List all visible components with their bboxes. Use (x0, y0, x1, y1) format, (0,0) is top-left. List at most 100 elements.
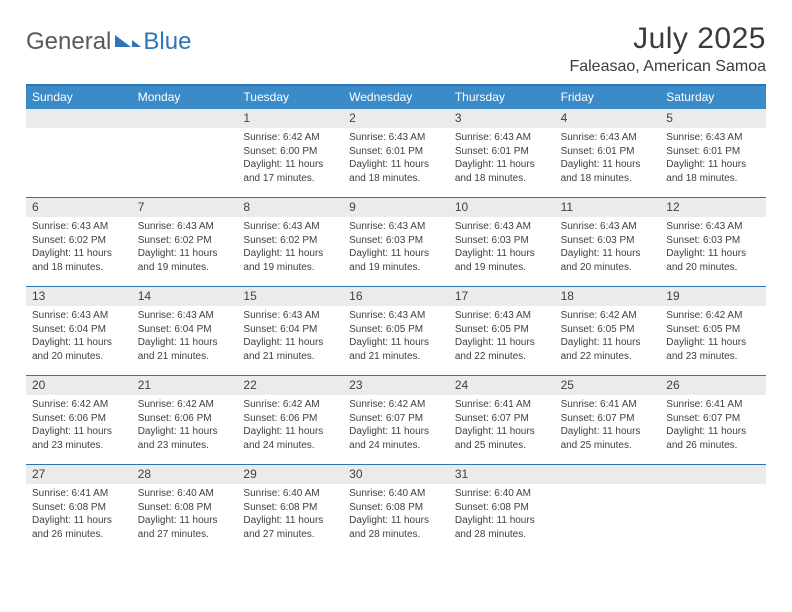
detail-line: Daylight: 11 hours (666, 336, 760, 350)
day-number: 13 (32, 289, 126, 303)
calendar-cell: 14Sunrise: 6:43 AMSunset: 6:04 PMDayligh… (132, 287, 238, 375)
day-details: Sunrise: 6:41 AMSunset: 6:07 PMDaylight:… (555, 395, 661, 456)
daynum-row: 17 (449, 287, 555, 306)
detail-line: Sunrise: 6:43 AM (32, 309, 126, 323)
detail-line: Sunrise: 6:43 AM (243, 220, 337, 234)
calendar-cell: 27Sunrise: 6:41 AMSunset: 6:08 PMDayligh… (26, 465, 132, 553)
detail-line: Sunset: 6:03 PM (561, 234, 655, 248)
week-row: 6Sunrise: 6:43 AMSunset: 6:02 PMDaylight… (26, 197, 766, 286)
detail-line: Sunset: 6:07 PM (666, 412, 760, 426)
calendar-cell: 9Sunrise: 6:43 AMSunset: 6:03 PMDaylight… (343, 198, 449, 286)
day-details: Sunrise: 6:43 AMSunset: 6:03 PMDaylight:… (449, 217, 555, 278)
detail-line: Sunrise: 6:41 AM (455, 398, 549, 412)
detail-line: and 22 minutes. (561, 350, 655, 364)
detail-line: Sunrise: 6:40 AM (138, 487, 232, 501)
detail-line: Sunrise: 6:43 AM (349, 131, 443, 145)
detail-line: Sunset: 6:05 PM (561, 323, 655, 337)
detail-line: Sunrise: 6:43 AM (455, 309, 549, 323)
detail-line: Sunrise: 6:43 AM (32, 220, 126, 234)
detail-line: Daylight: 11 hours (349, 158, 443, 172)
detail-line: Sunset: 6:05 PM (349, 323, 443, 337)
day-number: 14 (138, 289, 232, 303)
day-number: 1 (243, 111, 337, 125)
detail-line: Sunset: 6:07 PM (561, 412, 655, 426)
weekday-label: Friday (555, 86, 661, 109)
calendar-cell: 4Sunrise: 6:43 AMSunset: 6:01 PMDaylight… (555, 109, 661, 197)
detail-line: and 23 minutes. (666, 350, 760, 364)
detail-line: and 26 minutes. (32, 528, 126, 542)
daynum-row: 1 (237, 109, 343, 128)
day-number: 7 (138, 200, 232, 214)
day-details: Sunrise: 6:43 AMSunset: 6:01 PMDaylight:… (449, 128, 555, 189)
day-details: Sunrise: 6:43 AMSunset: 6:05 PMDaylight:… (449, 306, 555, 367)
daynum-row: 26 (660, 376, 766, 395)
detail-line: Daylight: 11 hours (138, 514, 232, 528)
title-block: July 2025 Faleasao, American Samoa (569, 22, 766, 76)
detail-line: and 24 minutes. (349, 439, 443, 453)
calendar-cell: 16Sunrise: 6:43 AMSunset: 6:05 PMDayligh… (343, 287, 449, 375)
day-number: 16 (349, 289, 443, 303)
detail-line: and 18 minutes. (349, 172, 443, 186)
calendar-cell: 19Sunrise: 6:42 AMSunset: 6:05 PMDayligh… (660, 287, 766, 375)
calendar-cell: 10Sunrise: 6:43 AMSunset: 6:03 PMDayligh… (449, 198, 555, 286)
day-number: 27 (32, 467, 126, 481)
detail-line: Daylight: 11 hours (666, 158, 760, 172)
daynum-row: 30 (343, 465, 449, 484)
day-number: 17 (455, 289, 549, 303)
day-number: 9 (349, 200, 443, 214)
daynum-row: 10 (449, 198, 555, 217)
calendar-cell: 24Sunrise: 6:41 AMSunset: 6:07 PMDayligh… (449, 376, 555, 464)
day-number: 12 (666, 200, 760, 214)
weekday-label: Saturday (660, 86, 766, 109)
detail-line: Sunrise: 6:43 AM (666, 131, 760, 145)
calendar-cell: 29Sunrise: 6:40 AMSunset: 6:08 PMDayligh… (237, 465, 343, 553)
detail-line: Daylight: 11 hours (666, 425, 760, 439)
daynum-row (660, 465, 766, 484)
calendar-cell: 26Sunrise: 6:41 AMSunset: 6:07 PMDayligh… (660, 376, 766, 464)
daynum-row: 29 (237, 465, 343, 484)
day-number: 25 (561, 378, 655, 392)
daynum-row: 3 (449, 109, 555, 128)
week-row: 20 Sunrise: 6:42 AMSunset: 6:06 PMDayligh… (26, 375, 766, 464)
day-details: Sunrise: 6:43 AMSunset: 6:01 PMDaylight:… (660, 128, 766, 189)
detail-line: Sunset: 6:03 PM (666, 234, 760, 248)
calendar-cell: 25 Sunrise: 6:41 AMSunset: 6:07 PMDayligh… (555, 376, 661, 464)
daynum-row: 24 (449, 376, 555, 395)
daynum-row: 20 (26, 376, 132, 395)
detail-line: Daylight: 11 hours (561, 425, 655, 439)
day-details: Sunrise: 6:43 AMSunset: 6:01 PMDaylight:… (343, 128, 449, 189)
day-number: 31 (455, 467, 549, 481)
calendar-cell (26, 109, 132, 197)
detail-line: Sunset: 6:06 PM (138, 412, 232, 426)
detail-line: Sunrise: 6:43 AM (561, 220, 655, 234)
calendar-cell (132, 109, 238, 197)
logo-text-1: General (26, 28, 111, 56)
detail-line: Sunset: 6:07 PM (455, 412, 549, 426)
detail-line: and 21 minutes. (243, 350, 337, 364)
day-number: 19 (666, 289, 760, 303)
daynum-row (26, 109, 132, 128)
calendar-cell: 13 Sunrise: 6:43 AMSunset: 6:04 PMDayligh… (26, 287, 132, 375)
day-number: 20 (32, 378, 126, 392)
detail-line: and 26 minutes. (666, 439, 760, 453)
flag-icon (115, 33, 141, 53)
detail-line: Sunrise: 6:40 AM (243, 487, 337, 501)
detail-line: Sunset: 6:08 PM (243, 501, 337, 515)
day-number: 3 (455, 111, 549, 125)
day-number: 30 (349, 467, 443, 481)
calendar-cell: 3 Sunrise: 6:43 AMSunset: 6:01 PMDaylight… (449, 109, 555, 197)
weeks-container: 1Sunrise: 6:42 AMSunset: 6:00 PMDaylight… (26, 109, 766, 553)
calendar-cell: 5Sunrise: 6:43 AMSunset: 6:01 PMDaylight… (660, 109, 766, 197)
detail-line: Daylight: 11 hours (455, 336, 549, 350)
detail-line: and 20 minutes. (666, 261, 760, 275)
day-number: 4 (561, 111, 655, 125)
detail-line: Daylight: 11 hours (349, 336, 443, 350)
detail-line: Sunset: 6:05 PM (666, 323, 760, 337)
calendar-cell: 22Sunrise: 6:42 AMSunset: 6:06 PMDayligh… (237, 376, 343, 464)
day-details: Sunrise: 6:42 AMSunset: 6:06 PMDaylight:… (132, 395, 238, 456)
day-details: Sunrise: 6:43 AMSunset: 6:04 PMDaylight:… (26, 306, 132, 367)
detail-line: Daylight: 11 hours (349, 247, 443, 261)
calendar-cell (660, 465, 766, 553)
detail-line: and 19 minutes. (243, 261, 337, 275)
daynum-row (132, 109, 238, 128)
